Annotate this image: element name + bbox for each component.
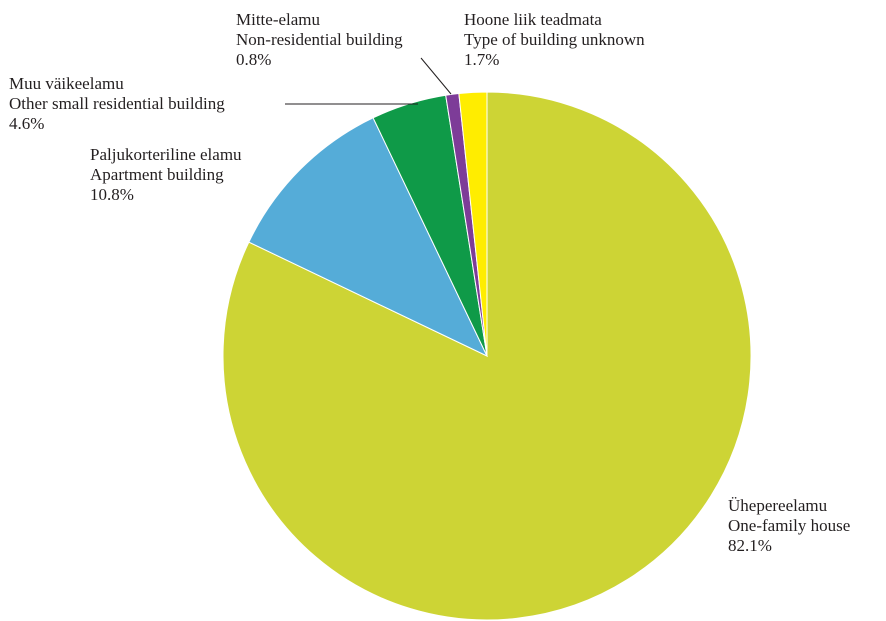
label-et: Paljukorteriline elamu <box>90 145 242 164</box>
label-en: Apartment building <box>90 165 224 184</box>
label-percent: 10.8% <box>90 185 134 204</box>
label-percent: 1.7% <box>464 50 500 69</box>
label-one-family-house: Ühepereelamu One-family house 82.1% <box>728 496 850 556</box>
label-percent: 4.6% <box>9 114 45 133</box>
pie-slice-type-of-building-unknown <box>458 91 488 357</box>
leader-lines <box>285 57 452 105</box>
label-percent: 0.8% <box>236 50 272 69</box>
label-non-residential: Mitte-elamu Non-residential building 0.8… <box>236 10 403 70</box>
label-en: Non-residential building <box>236 30 403 49</box>
label-en: Type of building unknown <box>464 30 645 49</box>
label-other-small-residential: Muu väikeelamu Other small residential b… <box>9 74 225 134</box>
label-type-unknown: Hoone liik teadmata Type of building unk… <box>464 10 645 70</box>
label-en: Other small residential building <box>9 94 225 113</box>
pie-slice-apartment-building <box>248 117 489 358</box>
pie-slices <box>222 91 752 621</box>
label-percent: 82.1% <box>728 536 772 555</box>
label-et: Muu väikeelamu <box>9 74 124 93</box>
label-et: Hoone liik teadmata <box>464 10 602 29</box>
leader-line-non-residential <box>420 57 452 95</box>
label-et: Ühepereelamu <box>728 496 828 515</box>
label-et: Mitte-elamu <box>236 10 321 29</box>
label-apartment-building: Paljukorteriline elamu Apartment buildin… <box>90 145 242 205</box>
label-en: One-family house <box>728 516 851 535</box>
